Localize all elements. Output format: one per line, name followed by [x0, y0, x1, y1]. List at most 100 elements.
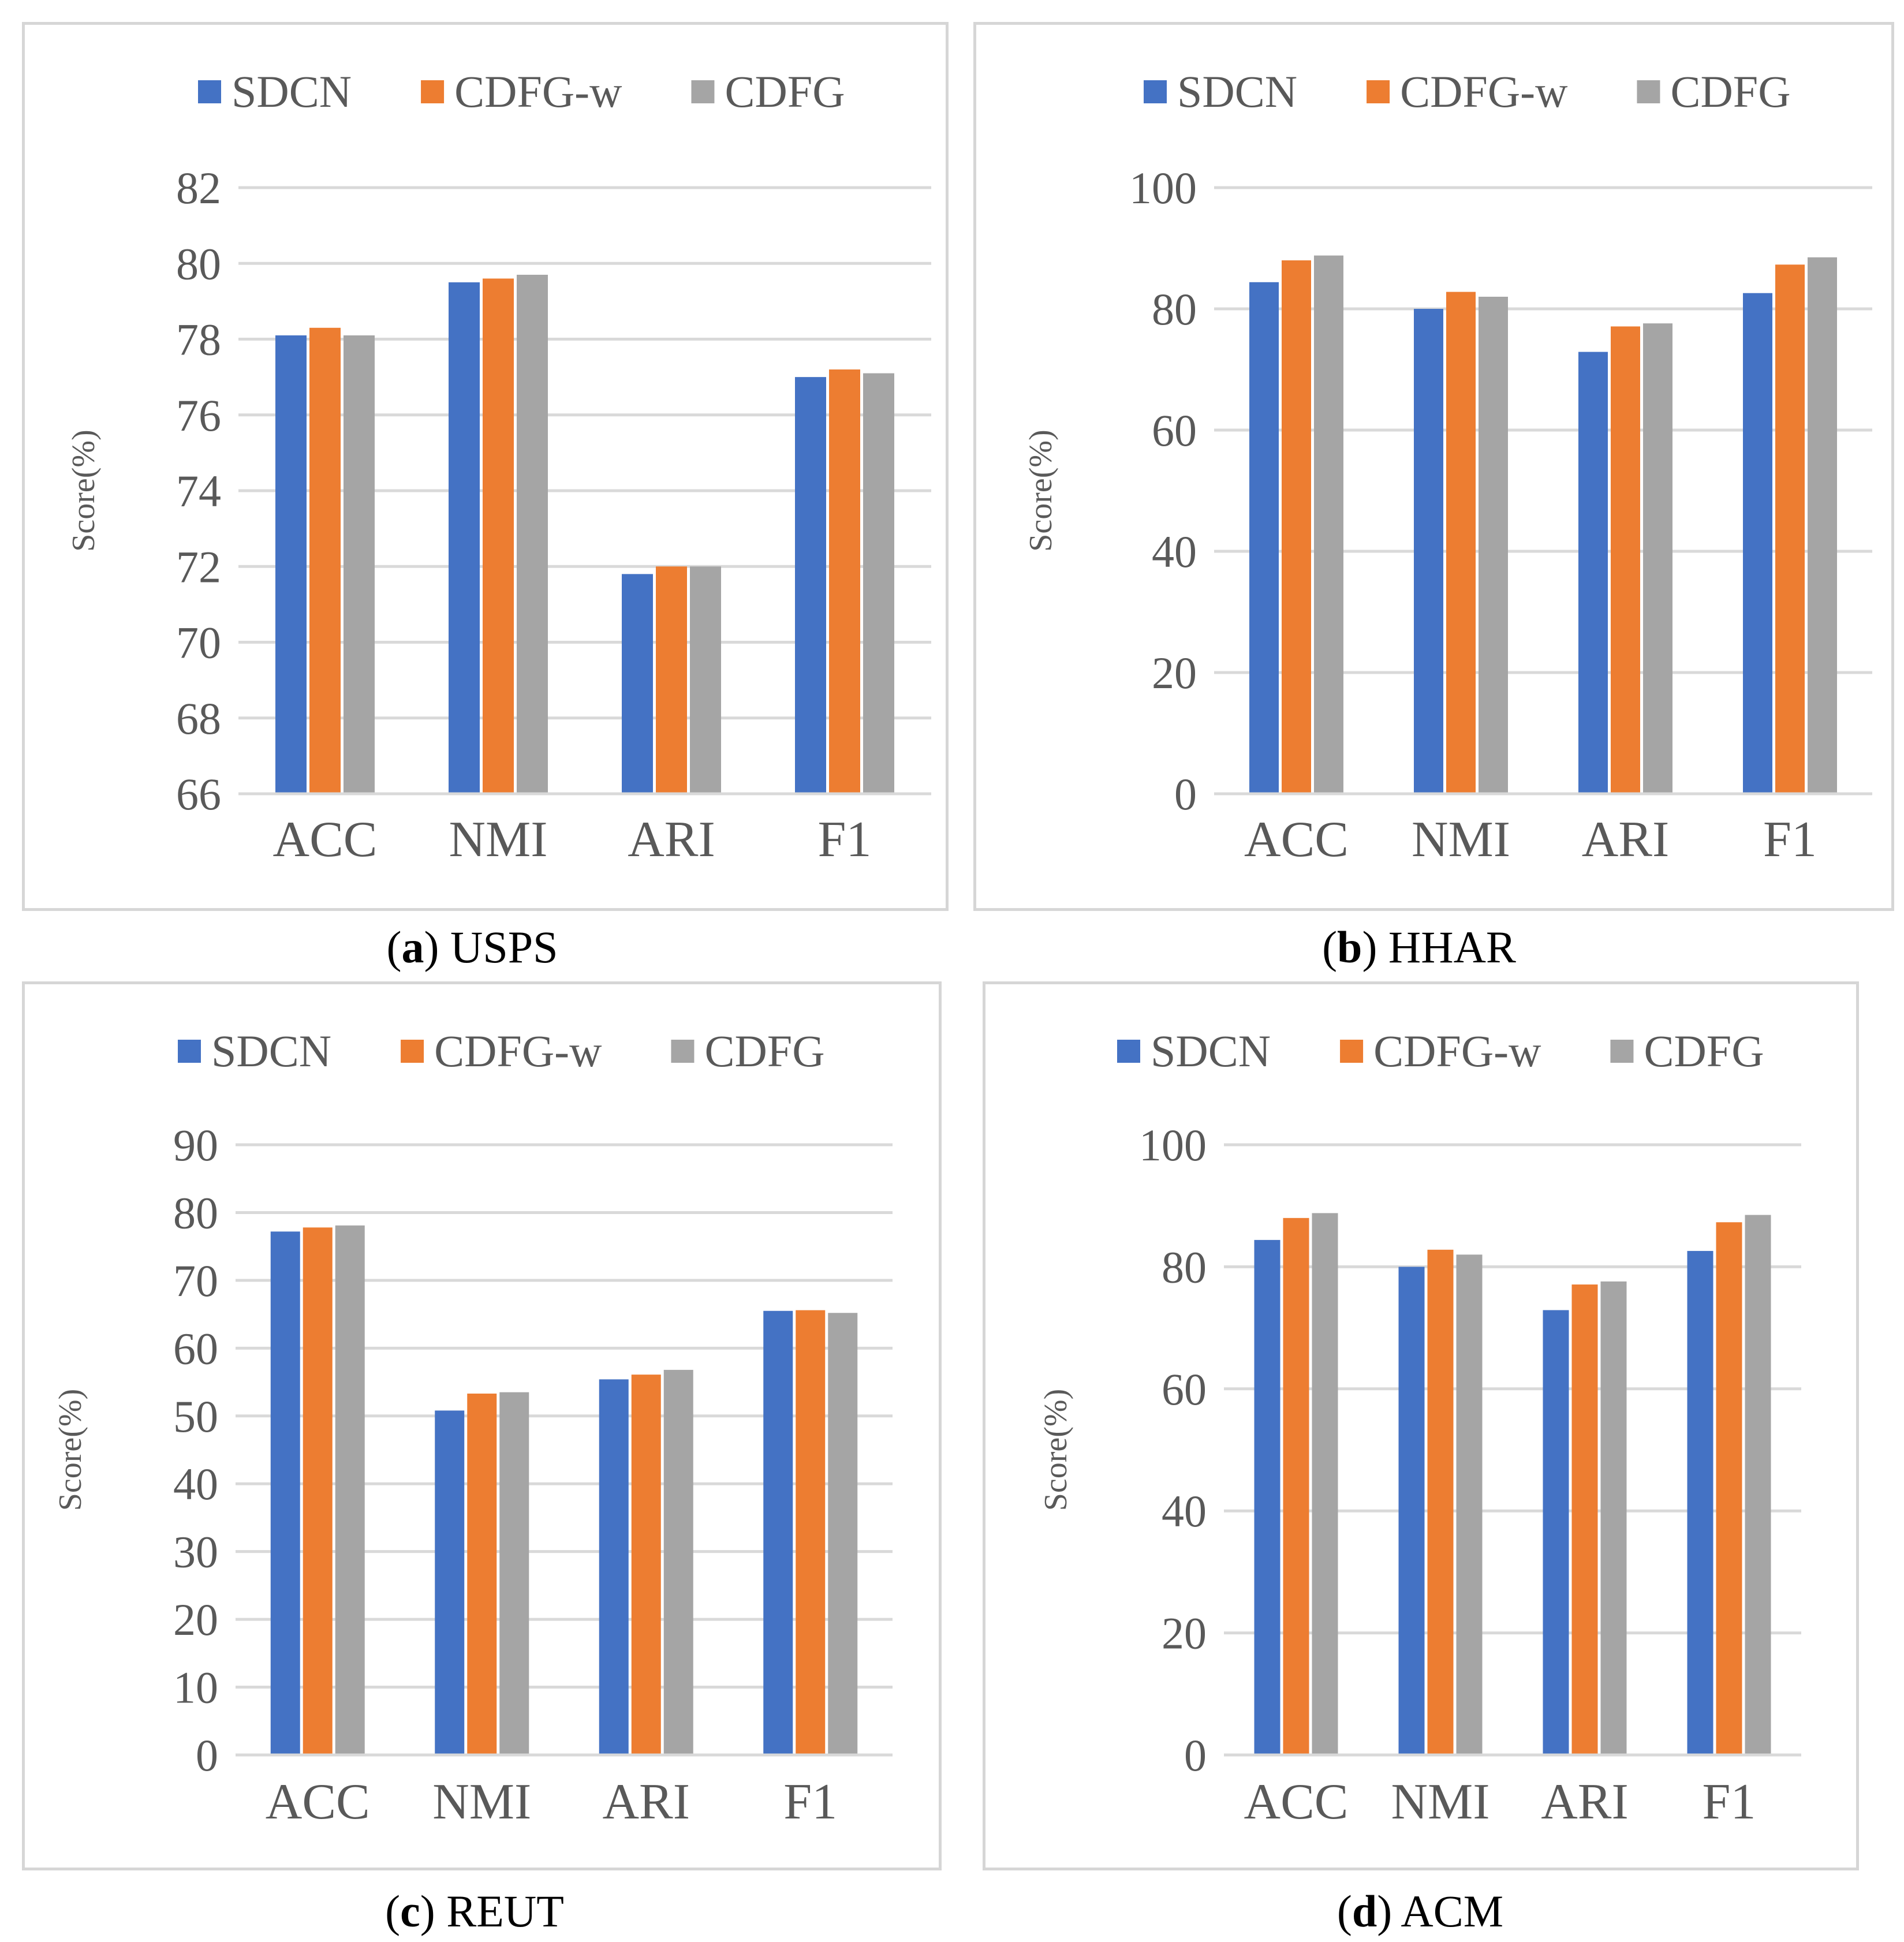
x-tick-label: ARI — [628, 812, 715, 868]
bar-cdfg-w-nmi — [1446, 292, 1476, 794]
bar-sdcn-acc — [275, 335, 307, 794]
y-tick-label: 50 — [173, 1391, 218, 1441]
legend-swatch-cdfg-w — [401, 1040, 424, 1063]
bar-sdcn-f1 — [795, 377, 826, 794]
x-tick-label: NMI — [449, 812, 547, 868]
chart-panel-usps: 66 68 70 72 74 76 78 80 82 ACC NMI ARI F1 Score(%) SDC… — [22, 22, 949, 911]
bar-cdfg-ari — [690, 566, 721, 794]
legend-swatch-cdfg — [1637, 80, 1660, 103]
bar-cdfg-w-ari — [631, 1375, 661, 1755]
x-tick-label: ACC — [1244, 1774, 1349, 1830]
bar-cdfg-f1 — [863, 373, 894, 794]
y-tick-label: 66 — [176, 769, 221, 819]
y-tick-label: 78 — [176, 315, 221, 365]
bar-sdcn-acc — [1249, 282, 1279, 794]
bar-sdcn-f1 — [1743, 293, 1772, 794]
x-tick-label: ARI — [1582, 812, 1670, 868]
bar-sdcn-acc — [1254, 1239, 1280, 1755]
legend-label-cdfg-w: CDFG-w — [434, 1026, 602, 1076]
bar-cdfg-acc — [1314, 255, 1343, 794]
legend-label-sdcn: SDCN — [1177, 66, 1297, 117]
legend-label-cdfg-w: CDFG-w — [454, 66, 622, 117]
bar-cdfg-w-nmi — [483, 278, 514, 794]
chart-usps: 66 68 70 72 74 76 78 80 82 ACC NMI ARI F1 Score(%) SDC… — [66, 66, 931, 868]
bar-cdfg-ari — [1643, 323, 1672, 794]
bar-cdfg-ari — [663, 1369, 693, 1755]
bar-sdcn-acc — [270, 1231, 300, 1755]
y-tick-label: 70 — [176, 618, 221, 668]
x-tick-label: ACC — [1244, 812, 1349, 868]
bar-cdfg-w-ari — [656, 566, 687, 794]
bar-sdcn-f1 — [1687, 1250, 1713, 1755]
caption-reut: (c) REUT — [385, 1886, 564, 1936]
bar-cdfg-nmi — [1456, 1254, 1483, 1755]
y-tick-label: 20 — [1162, 1608, 1207, 1659]
legend-label-cdfg: CDFG — [704, 1026, 824, 1076]
legend-swatch-sdcn — [1117, 1040, 1140, 1063]
bar-cdfg-f1 — [828, 1313, 858, 1755]
y-tick-label: 40 — [1152, 526, 1197, 577]
y-axis-label: Score(%) — [66, 430, 102, 551]
bar-cdfg-acc — [344, 335, 375, 794]
bar-cdfg-w-acc — [1282, 260, 1311, 794]
legend-swatch-cdfg-w — [1367, 80, 1390, 103]
y-tick-label: 82 — [176, 163, 221, 213]
x-tick-label: ARI — [602, 1774, 690, 1830]
y-tick-label: 30 — [173, 1527, 218, 1577]
bar-cdfg-w-acc — [309, 327, 341, 794]
bar-sdcn-ari — [1578, 352, 1608, 794]
y-tick-label: 80 — [1162, 1242, 1207, 1292]
legend-label-sdcn: SDCN — [232, 66, 352, 117]
bar-cdfg-acc — [1312, 1213, 1338, 1755]
y-axis-label: Score(%) — [1038, 1389, 1074, 1511]
bar-cdfg-w-ari — [1611, 326, 1640, 794]
bar-sdcn-f1 — [763, 1310, 793, 1755]
x-tick-label: ACC — [273, 812, 378, 868]
bar-cdfg-w-acc — [303, 1227, 333, 1755]
y-tick-label: 10 — [173, 1663, 218, 1713]
bar-cdfg-w-f1 — [1775, 264, 1805, 794]
y-tick-label: 20 — [1152, 648, 1197, 698]
legend-swatch-cdfg — [691, 80, 715, 103]
chart-reut: 0 10 20 30 40 50 60 70 80 90 ACC NMI ARI F1 Score(%) SD… — [53, 1026, 893, 1830]
y-tick-label: 74 — [176, 466, 221, 516]
y-tick-label: 100 — [1129, 163, 1197, 213]
y-tick-label: 60 — [1162, 1364, 1207, 1414]
legend-swatch-cdfg — [1610, 1040, 1634, 1063]
y-tick-label: 20 — [173, 1594, 218, 1645]
caption-acm: (d) ACM — [1336, 1886, 1504, 1936]
y-tick-label: 60 — [173, 1323, 218, 1373]
chart-panel-hhar: 0 20 40 60 80 100 ACC NMI ARI F1 Score(%) SDCN CDFG-… — [973, 22, 1894, 911]
y-tick-label: 76 — [176, 390, 221, 440]
bar-sdcn-nmi — [1398, 1267, 1425, 1755]
bar-cdfg-w-ari — [1571, 1284, 1598, 1755]
x-tick-label: F1 — [1703, 1774, 1756, 1830]
legend-label-sdcn: SDCN — [1151, 1026, 1271, 1076]
y-tick-label: 68 — [176, 693, 221, 744]
chart-hhar: 0 20 40 60 80 100 ACC NMI ARI F1 Score(%) SDCN CDFG-… — [1023, 66, 1872, 868]
y-tick-label: 80 — [173, 1187, 218, 1238]
legend-swatch-cdfg-w — [1340, 1040, 1364, 1063]
x-tick-label: ARI — [1541, 1774, 1629, 1830]
y-tick-label: 0 — [1184, 1730, 1207, 1780]
y-axis-label: Score(%) — [1023, 430, 1059, 551]
legend-swatch-sdcn — [198, 80, 221, 103]
bar-cdfg-w-acc — [1283, 1218, 1309, 1755]
bar-sdcn-nmi — [1414, 309, 1443, 794]
bar-sdcn-nmi — [449, 282, 480, 794]
chart-panel-acm: 0 20 40 60 80 100 ACC NMI ARI F1 Score(%) SDCN CDFG-… — [983, 981, 1859, 1870]
x-tick-label: F1 — [1763, 812, 1817, 868]
y-tick-label: 0 — [196, 1730, 218, 1780]
y-tick-label: 80 — [176, 238, 221, 289]
y-axis-label: Score(%) — [53, 1389, 88, 1511]
caption-hhar: (b) HHAR — [1322, 922, 1516, 972]
chart-panel-reut: 0 10 20 30 40 50 60 70 80 90 ACC NMI ARI F1 Score(%) SD… — [22, 981, 942, 1870]
legend-swatch-cdfg-w — [421, 80, 445, 103]
bar-cdfg-f1 — [1745, 1215, 1771, 1755]
x-tick-label: F1 — [783, 1774, 837, 1830]
y-tick-label: 60 — [1152, 405, 1197, 455]
bar-cdfg-w-f1 — [1716, 1222, 1742, 1755]
x-tick-label: F1 — [818, 812, 872, 868]
bar-cdfg-w-f1 — [796, 1310, 826, 1755]
bar-cdfg-nmi — [499, 1392, 529, 1755]
